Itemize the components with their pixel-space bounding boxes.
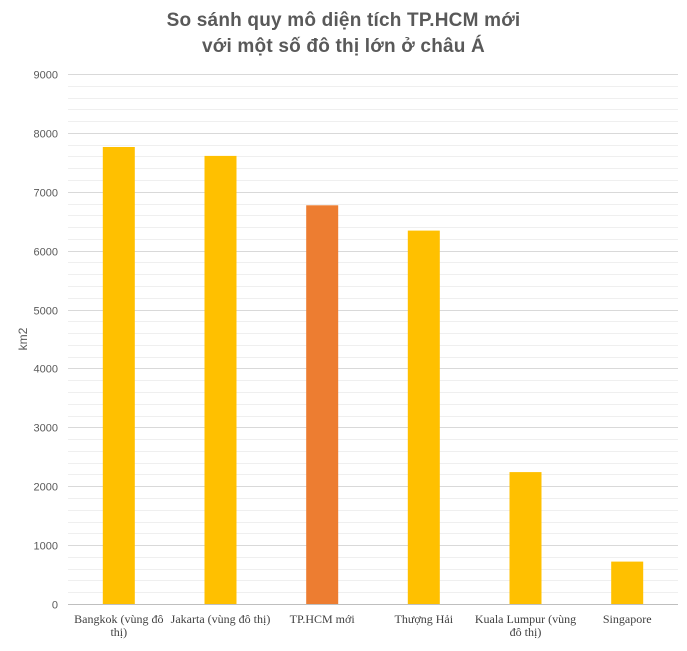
x-tick-label: Bangkok (vùng đô thị) (74, 612, 163, 639)
x-tick-label: Kuala Lumpur (vùng đô thị) (475, 612, 576, 639)
y-tick-label: 6000 (34, 247, 58, 259)
x-tick-label: Thượng Hải (395, 612, 454, 626)
bar (102, 147, 135, 604)
y-tick-labels: 0 1000 2000 3000 4000 5000 6000 7000 8000 9000 (34, 70, 58, 612)
y-tick-label: 5000 (34, 306, 58, 318)
y-tick-label: 0 (52, 600, 58, 612)
y-tick-label: 1000 (34, 541, 58, 553)
y-axis-title: km2 (16, 327, 30, 350)
y-tick-label: 9000 (34, 70, 58, 82)
bar (306, 205, 339, 605)
x-tick-label: TP.HCM mới (290, 612, 356, 626)
chart-title-line-2: với một số đô thị lớn ở châu Á (202, 36, 485, 57)
chart-title-line-1: So sánh quy mô diện tích TP.HCM mới (166, 10, 521, 31)
major-gridlines (68, 74, 678, 605)
bar (204, 155, 237, 604)
minor-gridlines (68, 86, 678, 593)
y-tick-label: 8000 (34, 129, 58, 141)
y-tick-label: 2000 (34, 482, 58, 494)
bar (611, 561, 644, 604)
y-tick-label: 7000 (34, 188, 58, 200)
bar (407, 230, 440, 604)
y-tick-label: 3000 (34, 423, 58, 435)
x-tick-label: Singapore (603, 612, 652, 626)
x-tick-labels: Bangkok (vùng đô thị) Jakarta (vùng đô thị… (74, 612, 651, 639)
y-tick-label: 4000 (34, 364, 58, 376)
bar (509, 472, 542, 604)
x-tick-label: Jakarta (vùng đô thị) (171, 612, 271, 626)
bars (102, 147, 644, 605)
